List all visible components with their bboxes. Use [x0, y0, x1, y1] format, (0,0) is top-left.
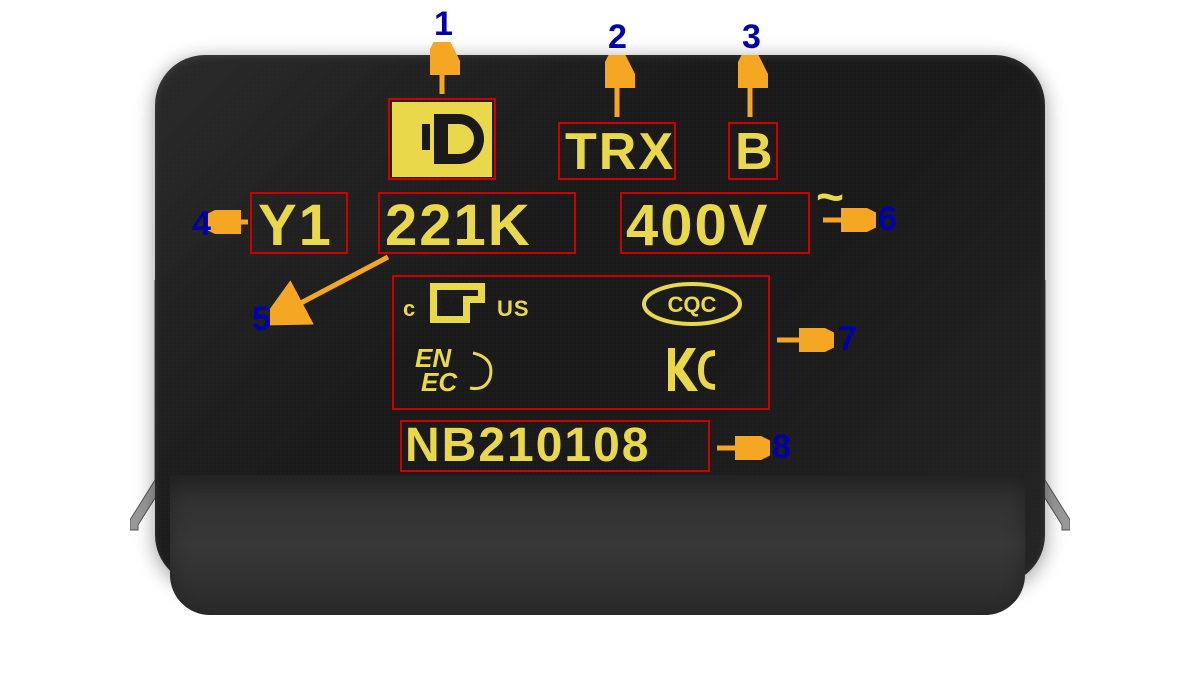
- callout-4: 4: [192, 205, 211, 244]
- marking-value: 221K: [385, 192, 532, 259]
- arrow-1: [430, 42, 460, 100]
- certification-block: c US CQC EN EC: [395, 278, 770, 408]
- cert-us-suffix: US: [497, 296, 530, 322]
- enec-logo-icon: EN EC: [415, 343, 515, 398]
- component-beveled-edge: [170, 475, 1025, 615]
- arrow-4: [208, 210, 252, 234]
- arrow-8: [712, 436, 770, 460]
- callout-5: 5: [252, 300, 271, 339]
- kc-logo-icon: [663, 343, 723, 398]
- marking-voltage: 400V: [626, 192, 769, 259]
- arrow-5: [270, 252, 395, 327]
- arrow-6: [818, 208, 876, 232]
- manufacturer-logo: [392, 102, 492, 177]
- callout-8: 8: [772, 428, 791, 467]
- marking-date-code: NB210108: [405, 418, 651, 473]
- svg-text:CQC: CQC: [668, 292, 717, 317]
- arrow-2: [605, 55, 635, 123]
- arrow-7: [772, 328, 834, 352]
- arrow-3: [738, 55, 768, 123]
- marking-y1: Y1: [258, 192, 333, 259]
- callout-7: 7: [838, 320, 857, 359]
- callout-6: 6: [878, 200, 897, 239]
- svg-text:EC: EC: [421, 367, 458, 397]
- marking-b: B: [735, 122, 775, 182]
- callout-3: 3: [742, 18, 761, 57]
- callout-1: 1: [434, 5, 453, 44]
- marking-trx: TRX: [565, 122, 675, 182]
- callout-2: 2: [608, 18, 627, 57]
- cqc-logo-icon: CQC: [640, 280, 745, 328]
- cert-c-prefix: c: [403, 296, 415, 322]
- ul-logo-icon: [425, 278, 495, 328]
